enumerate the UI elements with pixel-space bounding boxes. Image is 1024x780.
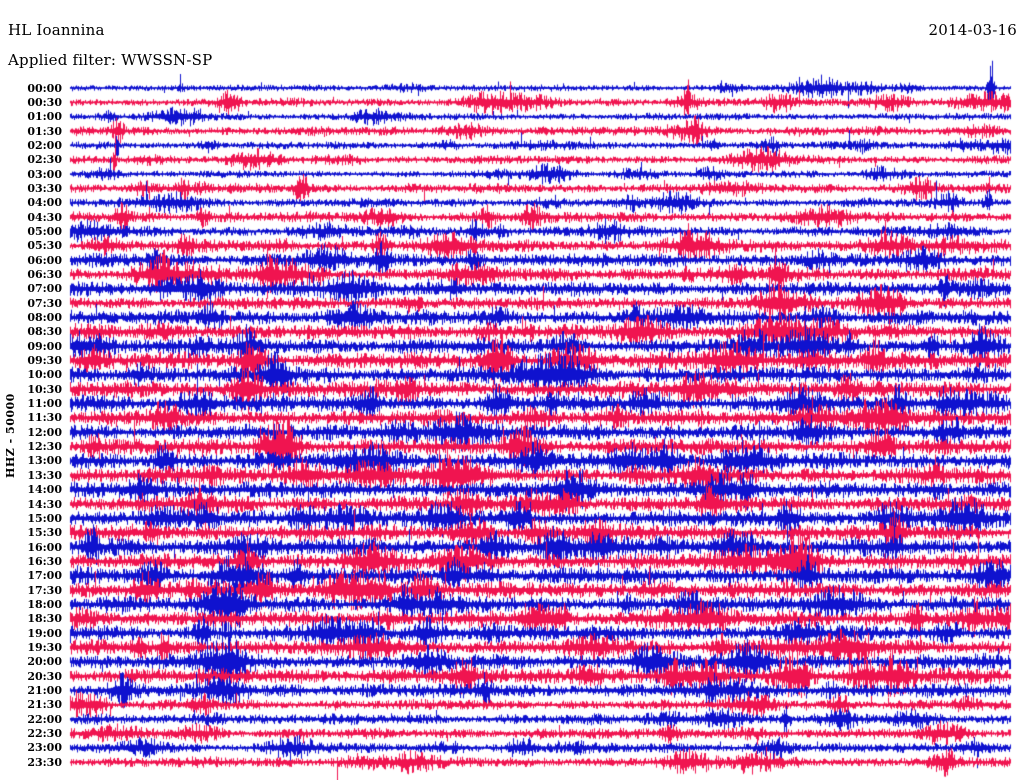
time-label: 09:30: [27, 354, 62, 368]
time-label: 20:30: [27, 669, 62, 683]
time-label: 10:30: [27, 382, 62, 396]
time-label: 18:00: [27, 597, 62, 611]
time-label: 05:00: [27, 224, 62, 238]
time-label: 03:30: [27, 181, 62, 195]
time-label: 20:00: [27, 655, 62, 669]
time-label: 19:30: [27, 640, 62, 654]
time-label: 17:00: [27, 569, 62, 583]
time-label: 11:00: [27, 397, 62, 411]
time-label: 01:00: [27, 110, 62, 124]
time-label: 02:00: [27, 138, 62, 152]
time-label: 10:00: [27, 368, 62, 382]
time-label: 23:30: [27, 755, 62, 769]
time-label: 14:30: [27, 497, 62, 511]
time-label: 12:30: [27, 440, 62, 454]
time-label: 08:00: [27, 311, 62, 325]
time-label: 09:00: [27, 339, 62, 353]
time-label: 17:30: [27, 583, 62, 597]
station-title: HL Ioannina: [8, 21, 105, 39]
time-label: 22:30: [27, 727, 62, 741]
time-label: 21:30: [27, 698, 62, 712]
time-label: 02:30: [27, 153, 62, 167]
time-label: 15:30: [27, 526, 62, 540]
time-label: 03:00: [27, 167, 62, 181]
time-label: 04:00: [27, 196, 62, 210]
time-label: 13:00: [27, 454, 62, 468]
time-label: 08:30: [27, 325, 62, 339]
time-label: 07:00: [27, 282, 62, 296]
header-date: 2014-03-16: [928, 21, 1017, 39]
time-label: 16:30: [27, 554, 62, 568]
time-label: 07:30: [27, 296, 62, 310]
time-label: 14:00: [27, 483, 62, 497]
time-label: 00:30: [27, 95, 62, 109]
time-label: 00:00: [27, 81, 62, 95]
time-label: 05:30: [27, 239, 62, 253]
filter-label: Applied filter: WWSSN-SP: [8, 51, 213, 69]
time-label: 04:30: [27, 210, 62, 224]
time-axis: 00:00 00:30 01:00 01:30 02:00 02:30 03:00 03:30…: [0, 0, 62, 780]
time-label: 16:00: [27, 540, 62, 554]
time-label: 06:30: [27, 267, 62, 281]
time-label: 15:00: [27, 511, 62, 525]
time-label: 06:00: [27, 253, 62, 267]
time-label: 01:30: [27, 124, 62, 138]
time-label: 22:00: [27, 712, 62, 726]
time-label: 11:30: [27, 411, 62, 425]
time-label: 19:00: [27, 626, 62, 640]
time-label: 18:30: [27, 612, 62, 626]
time-label: 12:00: [27, 425, 62, 439]
time-label: 21:00: [27, 683, 62, 697]
time-label: 13:30: [27, 468, 62, 482]
time-label: 23:00: [27, 741, 62, 755]
